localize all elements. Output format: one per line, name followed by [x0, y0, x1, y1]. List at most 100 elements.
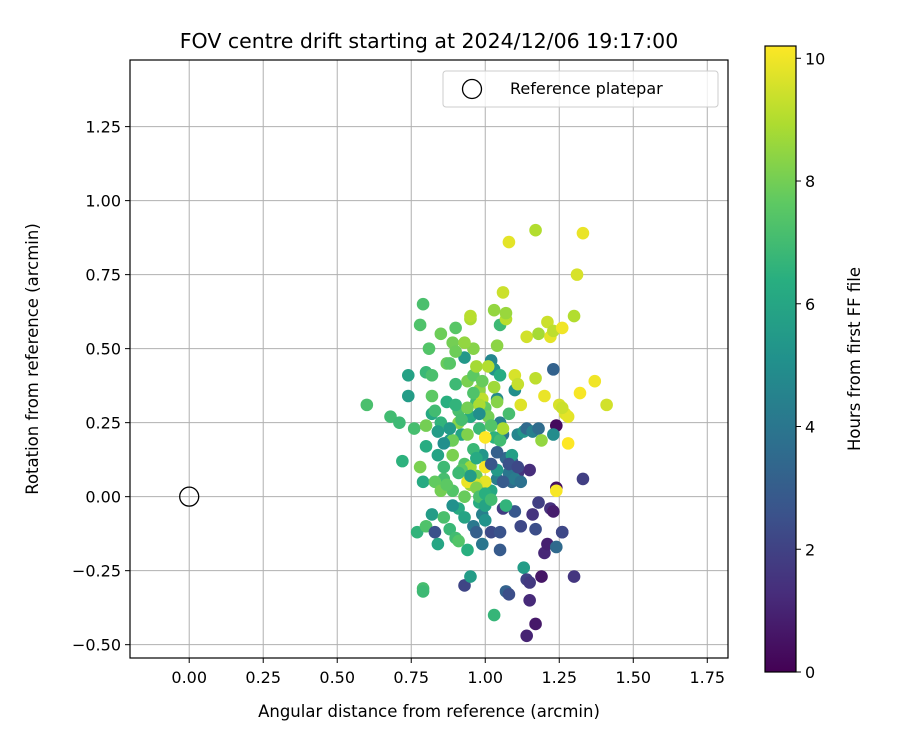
data-point	[523, 576, 536, 589]
data-point	[464, 309, 477, 323]
data-point	[588, 374, 602, 388]
data-point	[452, 466, 465, 480]
data-point	[555, 321, 569, 335]
data-point	[401, 368, 415, 382]
y-tick-label: 0.25	[85, 414, 121, 433]
data-point	[449, 321, 462, 335]
data-point	[567, 309, 581, 323]
data-point	[396, 454, 409, 468]
data-point	[464, 570, 477, 583]
data-point	[393, 416, 406, 429]
y-tick-label: 0.75	[85, 266, 121, 285]
data-point	[428, 404, 442, 418]
legend-label-reference: Reference platepar	[510, 79, 663, 98]
x-axis-label: Angular distance from reference (arcmin)	[258, 702, 600, 721]
data-point	[419, 440, 433, 453]
data-point	[523, 463, 536, 477]
data-point	[547, 505, 560, 518]
data-point	[401, 389, 415, 403]
data-point	[573, 386, 587, 400]
y-tick-label: −0.25	[72, 562, 121, 581]
colorbar-tick-label: 4	[805, 418, 815, 437]
data-point	[520, 629, 533, 643]
data-point	[437, 460, 451, 474]
data-point	[425, 508, 439, 521]
data-point	[514, 475, 528, 489]
y-tick-label: 1.25	[85, 118, 121, 137]
data-point	[555, 401, 569, 415]
data-point	[549, 484, 563, 498]
data-point	[514, 398, 528, 412]
data-point	[473, 407, 486, 421]
data-point	[431, 537, 445, 551]
data-point	[443, 522, 457, 536]
data-point	[511, 460, 525, 474]
colorbar-ticks: 0 2 4 6 8 10	[796, 49, 825, 682]
data-point	[446, 499, 459, 512]
data-point	[490, 395, 504, 409]
data-point	[576, 226, 590, 240]
y-axis-label: Rotation from reference (arcmin)	[23, 223, 42, 495]
data-point	[547, 363, 560, 376]
data-point	[493, 368, 507, 382]
data-point	[493, 525, 507, 539]
data-point	[484, 493, 498, 506]
data-point	[496, 422, 510, 435]
data-point	[490, 339, 504, 352]
data-point	[413, 460, 427, 474]
y-tick-label: 0.00	[85, 488, 121, 507]
data-point	[425, 389, 439, 403]
data-point	[529, 522, 542, 536]
data-point	[547, 428, 560, 441]
data-point	[532, 327, 545, 341]
data-point	[458, 511, 471, 524]
data-point	[416, 585, 430, 598]
data-point	[360, 398, 374, 412]
data-point	[499, 499, 513, 512]
data-point	[458, 490, 471, 503]
data-point	[461, 401, 474, 415]
data-point	[416, 297, 430, 311]
data-point	[502, 235, 516, 249]
data-point	[475, 537, 489, 551]
data-points	[179, 223, 613, 643]
data-point	[470, 525, 483, 539]
reference-platepar-marker	[179, 486, 200, 507]
data-point	[446, 448, 459, 462]
data-point	[437, 437, 451, 450]
data-point	[502, 588, 516, 601]
data-point	[535, 434, 548, 447]
data-point	[529, 371, 542, 385]
legend-box	[442, 70, 719, 108]
data-point	[502, 407, 516, 421]
data-point	[496, 286, 510, 299]
data-point	[484, 419, 498, 432]
data-point	[413, 318, 427, 332]
data-point	[384, 410, 397, 424]
data-point	[422, 342, 436, 355]
data-point	[526, 508, 539, 521]
grid	[130, 60, 728, 658]
data-point	[473, 398, 486, 412]
y-tick-label: −0.50	[72, 636, 121, 655]
colorbar-tick-label: 2	[805, 540, 815, 559]
data-point	[478, 431, 492, 444]
data-point	[514, 519, 528, 533]
data-point	[496, 475, 510, 489]
data-point	[416, 475, 430, 489]
data-point	[576, 472, 590, 486]
data-point	[458, 579, 471, 592]
data-point	[475, 374, 489, 388]
y-tick-label: 1.00	[85, 192, 121, 211]
data-point	[493, 434, 507, 447]
x-tick-label: 1.25	[541, 668, 577, 687]
data-point	[520, 330, 533, 344]
chart-title: FOV centre drift starting at 2024/12/06 …	[180, 29, 679, 53]
data-point	[600, 398, 613, 412]
data-point	[508, 505, 522, 518]
data-point	[410, 525, 424, 539]
data-point	[532, 422, 545, 435]
data-point	[499, 306, 513, 320]
data-point	[425, 368, 439, 382]
